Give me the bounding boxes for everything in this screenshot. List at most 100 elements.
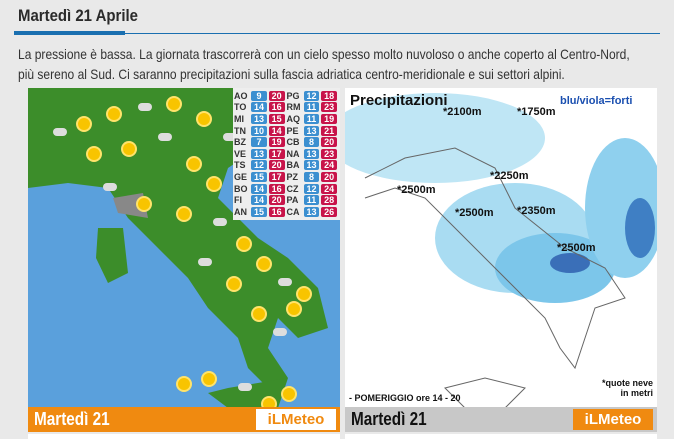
precipitation-overlay (345, 93, 657, 409)
city-code: BO (234, 183, 248, 194)
sun-icon (198, 113, 210, 125)
city-code: NA (286, 148, 300, 159)
description-line: più sereno al Sud. Ci saranno precipitaz… (18, 66, 565, 82)
city-code: FI (234, 195, 242, 206)
min-temp: 12 (251, 160, 267, 171)
map-footer: Martedì 21 iLMeteo (345, 407, 657, 432)
min-temp: 14 (251, 195, 267, 206)
max-temp: 15 (268, 113, 285, 124)
description-line: La pressione è bassa. La giornata trasco… (18, 46, 630, 62)
note-line: *quote neve (601, 378, 653, 388)
min-temp: 13 (303, 160, 320, 171)
max-temp: 20 (268, 90, 285, 101)
city-code: RM (286, 102, 301, 113)
precipitation-map[interactable]: Precipitazioni blu/viola=forti *2100m *1… (345, 88, 657, 432)
max-temp: 24 (321, 183, 337, 194)
max-temp: 21 (321, 125, 337, 136)
sun-icon (283, 388, 295, 400)
sun-icon (228, 278, 240, 290)
city-code: BZ (234, 137, 246, 148)
min-temp: 9 (251, 90, 267, 101)
temperature-table: AO 9 20 PG 12 18 TO 14 16 RM 11 23 MI 13 15 AQ 11 19 TN 10 1… (233, 88, 340, 220)
max-temp: 20 (321, 137, 337, 148)
city-code: CB (286, 137, 300, 148)
max-temp: 17 (268, 171, 285, 182)
max-temp: 20 (321, 171, 337, 182)
sun-icon (178, 378, 190, 390)
sun-icon (253, 308, 265, 320)
day-label: Martedì 21 (34, 409, 110, 429)
temperature-row: AO 9 20 PG 12 18 (234, 90, 339, 102)
max-temp: 18 (321, 90, 337, 101)
min-temp: 11 (303, 113, 320, 124)
sun-icon (258, 258, 270, 270)
sun-icon (298, 288, 310, 300)
city-code: AQ (286, 113, 301, 124)
note-line: in metri (620, 388, 653, 398)
sun-icon (88, 148, 100, 160)
min-temp: 15 (251, 206, 267, 217)
divider (14, 33, 660, 34)
city-code: BA (286, 160, 300, 171)
map-legend: blu/viola=forti (560, 95, 633, 107)
sun-icon (78, 118, 90, 130)
snow-level-label: *2100m (443, 106, 482, 118)
min-temp: 8 (303, 171, 320, 182)
max-temp: 23 (321, 148, 337, 159)
forecast-description: La pressione è bassa. La giornata trasco… (18, 44, 630, 84)
temperature-row: AN 15 16 CA 13 26 (234, 206, 339, 218)
sun-icon (203, 373, 215, 385)
max-temp: 17 (268, 148, 285, 159)
map-footer: Martedì 21 iLMeteo (28, 407, 340, 432)
cloud-icon (103, 183, 117, 191)
max-temp: 23 (321, 102, 337, 113)
temperature-row: MI 13 15 AQ 11 19 (234, 113, 339, 125)
cloud-icon (273, 328, 287, 336)
city-code: AN (234, 206, 247, 217)
min-temp: 14 (251, 102, 267, 113)
max-temp: 20 (268, 195, 285, 206)
max-temp: 19 (268, 137, 285, 148)
city-code: TS (234, 160, 246, 171)
max-temp: 16 (268, 183, 285, 194)
min-temp: 13 (303, 148, 320, 159)
temperature-row: BZ 7 19 CB 8 20 (234, 136, 339, 148)
min-temp: 13 (303, 125, 320, 136)
day-label: Martedì 21 (351, 409, 427, 429)
city-code: VE (234, 148, 247, 159)
min-temp: 13 (303, 206, 320, 217)
sun-icon (178, 208, 190, 220)
snow-level-label: *1750m (517, 106, 556, 118)
city-code: TO (234, 102, 247, 113)
max-temp: 26 (321, 206, 337, 217)
city-code: PA (286, 195, 299, 206)
max-temp: 16 (268, 206, 285, 217)
cloud-icon (213, 218, 227, 226)
min-temp: 15 (251, 171, 267, 182)
city-code: CZ (286, 183, 299, 194)
sun-icon (188, 158, 200, 170)
snow-level-label: *2250m (490, 170, 529, 182)
min-temp: 11 (303, 102, 320, 113)
max-temp: 28 (321, 195, 337, 206)
min-temp: 12 (303, 90, 320, 101)
snow-note: *quote neve in metri (602, 378, 653, 398)
cloud-icon (53, 128, 67, 136)
temperature-row: GE 15 17 PZ 8 20 (234, 171, 339, 183)
city-code: GE (234, 171, 248, 182)
divider-accent (14, 31, 125, 35)
cloud-icon (223, 133, 237, 141)
temperature-row: TN 10 14 PE 13 21 (234, 125, 339, 137)
weather-forecast-map[interactable]: AO 9 20 PG 12 18 TO 14 16 RM 11 23 MI 13 15 AQ 11 19 TN 10 1… (28, 88, 340, 432)
temperature-row: TO 14 16 RM 11 23 (234, 102, 339, 114)
city-code: CA (286, 206, 300, 217)
page-title: Martedì 21 Aprile (18, 6, 138, 25)
cloud-icon (138, 103, 152, 111)
map-title: Precipitazioni (350, 92, 448, 109)
min-temp: 11 (303, 195, 320, 206)
ilmeteo-logo: iLMeteo (573, 409, 653, 430)
sun-icon (108, 108, 120, 120)
sun-icon (288, 303, 300, 315)
city-code: PG (286, 90, 300, 101)
next-section-edge (28, 434, 340, 439)
